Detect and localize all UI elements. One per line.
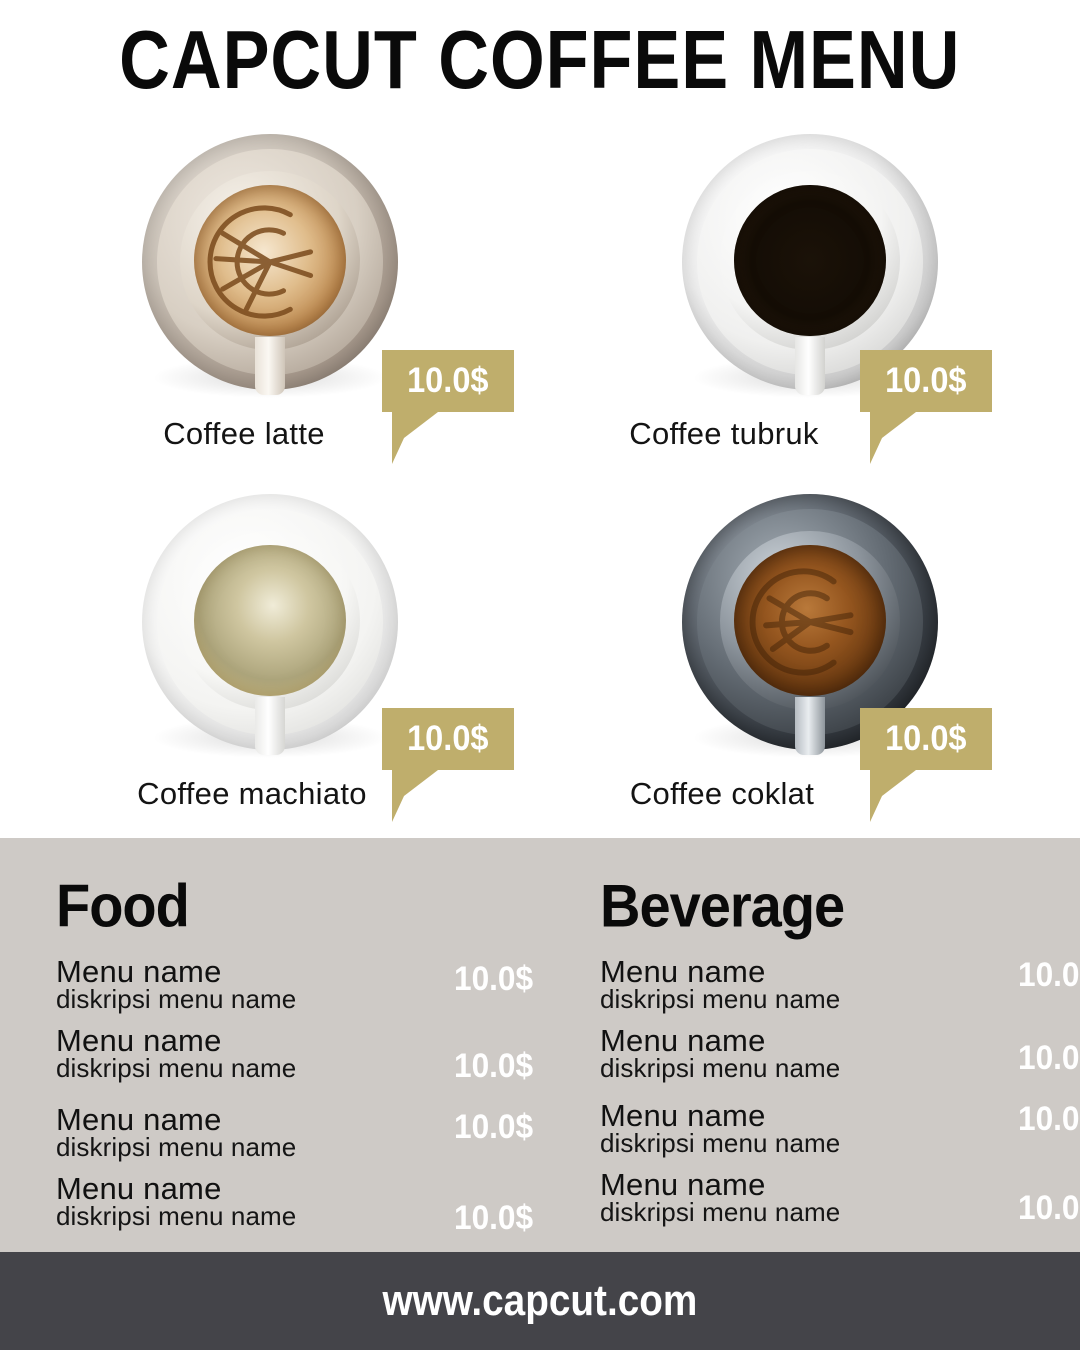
coffee-label-machiato: Coffee machiato: [137, 776, 367, 811]
menu-row[interactable]: Menu name diskripsi menu name 10.0$: [600, 1023, 1080, 1092]
menu-item-desc: diskripsi menu name: [56, 984, 297, 1014]
page-header: CAPCUT COFFEE MENU: [0, 0, 1080, 118]
menu-item-desc: diskripsi menu name: [600, 984, 841, 1014]
menu-list-panel: Food Menu name diskripsi menu name 10.0$…: [0, 838, 1080, 1252]
cup-handle-icon: [255, 697, 285, 756]
coffee-item-machiato[interactable]: [0, 478, 540, 838]
price-tag-box: [382, 708, 514, 770]
coffee-image-tubruk: [540, 128, 1080, 398]
menu-row[interactable]: Menu name diskripsi menu name 10.0$: [56, 1023, 556, 1092]
menu-item-name: Menu name: [600, 1023, 766, 1058]
coffee-item-latte[interactable]: [0, 118, 540, 478]
page-footer: www.capcut.com: [0, 1252, 1080, 1350]
menu-item-name: Menu name: [56, 1171, 222, 1206]
price-tag-tail-icon: [392, 412, 438, 464]
menu-item-desc: diskripsi menu name: [56, 1053, 297, 1083]
menu-row[interactable]: Menu name diskripsi menu name 10.0$: [600, 1098, 1080, 1167]
price-tag-coklat[interactable]: 10.0$: [860, 708, 992, 822]
menu-item-desc: diskripsi menu name: [600, 1128, 841, 1158]
price-tag-latte[interactable]: 10.0$: [382, 350, 514, 464]
price-tag-machiato[interactable]: 10.0$: [382, 708, 514, 822]
chocolate-art-icon: [749, 568, 854, 676]
menu-row[interactable]: Menu name diskripsi menu name 10.0$: [600, 1167, 1080, 1236]
page-title: CAPCUT COFFEE MENU: [119, 12, 961, 106]
menu-item-name: Menu name: [56, 954, 222, 989]
menu-item-price: 10.0$: [1017, 1100, 1080, 1138]
menu-item-price: 10.0$: [453, 1199, 534, 1237]
section-heading-beverage: Beverage: [600, 871, 845, 940]
price-tag-tail-icon: [870, 412, 916, 464]
menu-item-price: 10.0$: [1017, 1189, 1080, 1227]
coffee-showcase-grid: 10.0$ 10.0$ 10.0$ 10.0$ Coffee latte Cof…: [0, 118, 1080, 838]
menu-item-desc: diskripsi menu name: [56, 1132, 297, 1162]
price-tag-tail-icon: [392, 770, 438, 822]
price-tag-tail-icon: [870, 770, 916, 822]
menu-row[interactable]: Menu name diskripsi menu name 10.0$: [600, 954, 1080, 1023]
menu-item-price: 10.0$: [453, 960, 534, 998]
coffee-label-tubruk: Coffee tubruk: [629, 416, 819, 451]
coffee-image-latte: [0, 128, 540, 398]
menu-row[interactable]: Menu name diskripsi menu name 10.0$: [56, 1102, 556, 1171]
menu-item-price: 10.0$: [453, 1047, 534, 1085]
coffee-liquid-icon: [734, 185, 886, 337]
price-tag-label: 10.0$: [407, 719, 489, 758]
coffee-label-latte: Coffee latte: [163, 416, 325, 451]
coffee-item-coklat[interactable]: [540, 478, 1080, 838]
price-tag-label: 10.0$: [885, 361, 967, 400]
menu-item-name: Menu name: [600, 1098, 766, 1133]
price-tag-tubruk[interactable]: 10.0$: [860, 350, 992, 464]
section-heading-food: Food: [56, 871, 190, 940]
menu-row[interactable]: Menu name diskripsi menu name 10.0$: [56, 1171, 556, 1240]
price-tag-box: [860, 708, 992, 770]
price-tag-box: [860, 350, 992, 412]
cup-handle-icon: [255, 337, 285, 396]
cup-handle-icon: [795, 697, 825, 756]
latte-art-icon: [207, 205, 314, 319]
cup-handle-icon: [795, 337, 825, 396]
menu-column-food: Food Menu name diskripsi menu name 10.0$…: [56, 838, 556, 1240]
menu-item-desc: diskripsi menu name: [56, 1201, 297, 1231]
menu-item-desc: diskripsi menu name: [600, 1053, 841, 1083]
menu-item-name: Menu name: [600, 1167, 766, 1202]
menu-row[interactable]: Menu name diskripsi menu name 10.0$: [56, 954, 556, 1023]
menu-item-desc: diskripsi menu name: [600, 1197, 841, 1227]
menu-item-name: Menu name: [600, 954, 766, 989]
menu-item-price: 10.0$: [453, 1108, 534, 1146]
coffee-label-coklat: Coffee coklat: [629, 776, 815, 811]
price-tag-box: [382, 350, 514, 412]
food-item-list: Menu name diskripsi menu name 10.0$ Menu…: [56, 954, 556, 1240]
beverage-item-list: Menu name diskripsi menu name 10.0$ Menu…: [600, 954, 1080, 1236]
price-tag-label: 10.0$: [885, 719, 967, 758]
menu-item-price: 10.0$: [1017, 1039, 1080, 1077]
menu-item-name: Menu name: [56, 1102, 222, 1137]
coffee-item-tubruk[interactable]: [540, 118, 1080, 478]
coffee-image-machiato: [0, 488, 540, 758]
website-url[interactable]: www.capcut.com: [382, 1276, 698, 1325]
menu-item-price: 10.0$: [1017, 956, 1080, 994]
menu-column-beverage: Beverage Menu name diskripsi menu name 1…: [600, 838, 1080, 1236]
menu-item-name: Menu name: [56, 1023, 222, 1058]
coffee-liquid-icon: [734, 545, 886, 697]
coffee-image-coklat: [540, 488, 1080, 758]
coffee-liquid-icon: [194, 545, 346, 697]
price-tag-label: 10.0$: [407, 361, 489, 400]
